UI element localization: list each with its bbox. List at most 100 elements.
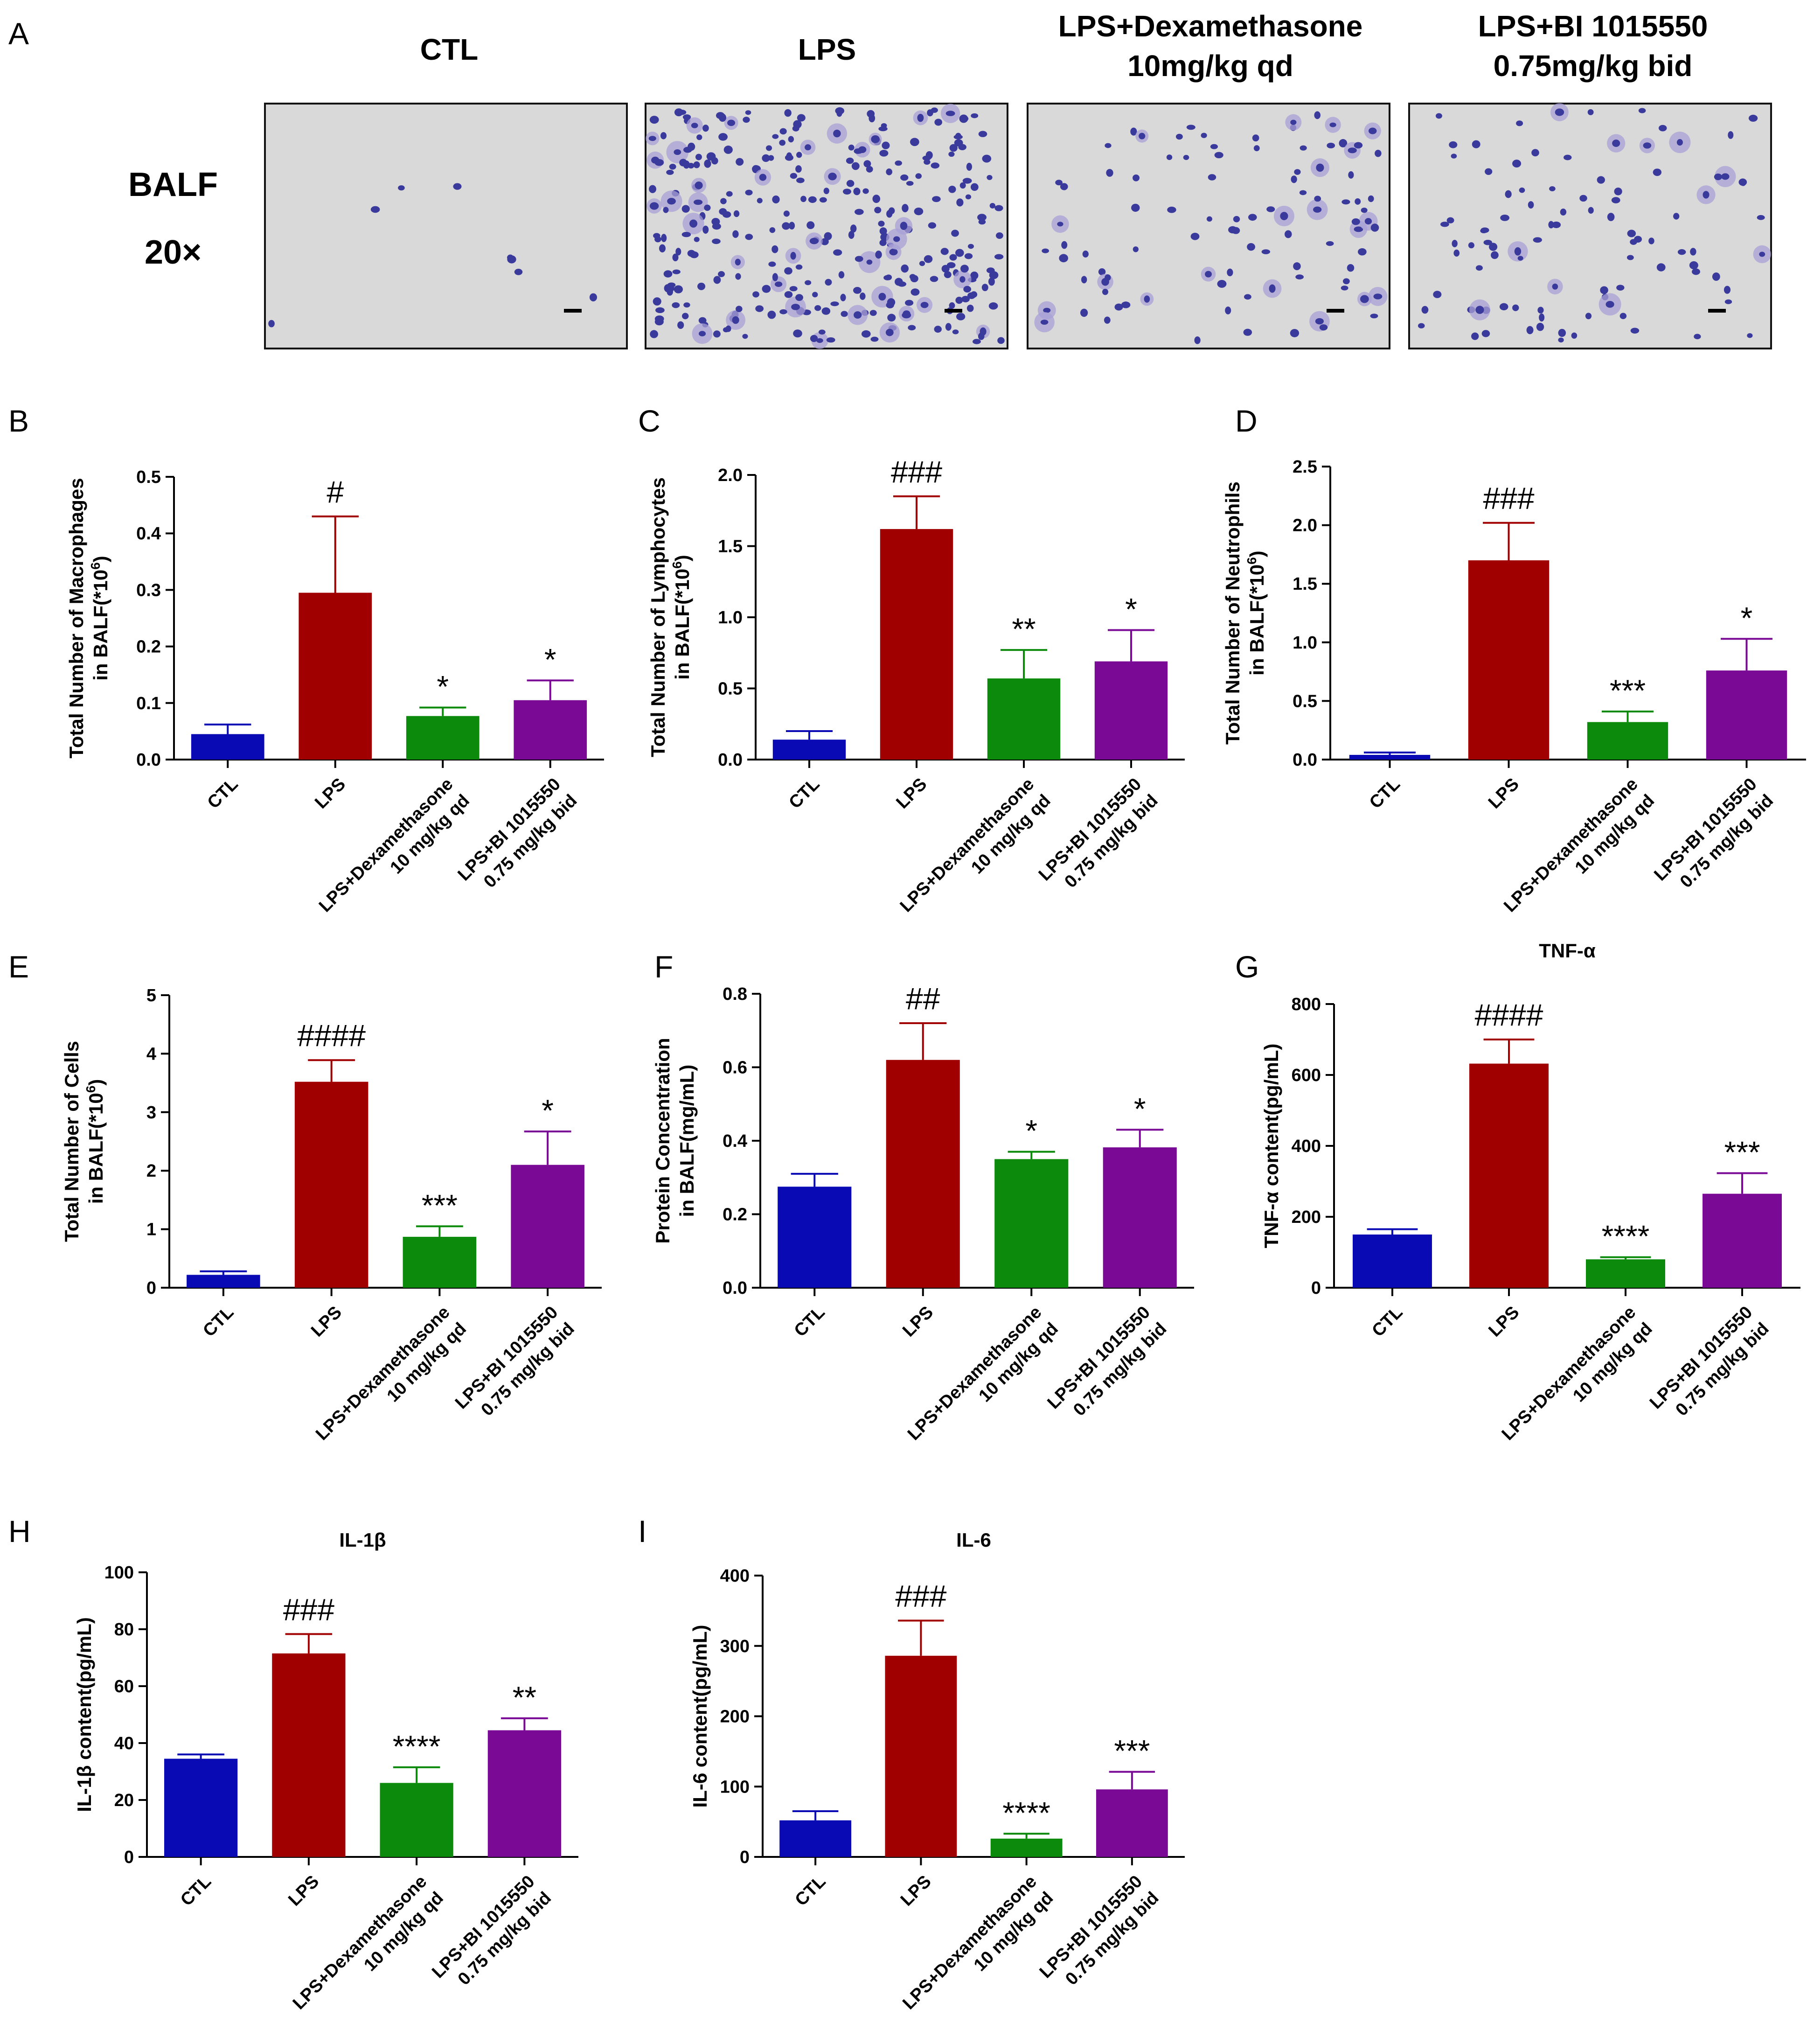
cell-nucleus (1104, 316, 1111, 324)
cell-nucleus (861, 330, 871, 338)
bar-0 (191, 734, 264, 760)
cell-nucleus (946, 262, 956, 268)
cell-nucleus (687, 250, 695, 257)
y-axis-label-line2: in BALF(*106) (1244, 551, 1268, 676)
cell-nucleus (702, 225, 709, 234)
cell-nucleus (1183, 154, 1189, 160)
cell-nucleus (769, 227, 776, 233)
cell-nucleus (846, 157, 854, 164)
y-axis-label-line1: Total Number of Neutrophils (1222, 481, 1244, 745)
category-label-1: LPS (1485, 774, 1523, 813)
cell-nucleus (1607, 213, 1615, 221)
scale-bar (564, 309, 582, 313)
cell-nucleus (994, 205, 1003, 211)
bar-3 (1103, 1147, 1177, 1288)
chart-D: D 0.0 0.5 1.0 1.5 2.0 2.5 Total Number of Neutr… (1222, 404, 1806, 916)
cell-nucleus (779, 128, 787, 135)
cell-nucleus (795, 165, 802, 173)
cell-nucleus (1533, 237, 1542, 243)
cell-nucleus (1597, 176, 1605, 184)
y-tick-label: 0.3 (136, 580, 161, 600)
cell-nucleus (885, 328, 894, 336)
cell-nucleus (796, 177, 805, 183)
cell-nucleus (1605, 301, 1614, 308)
cell-nucleus (855, 209, 864, 215)
bar-1 (1468, 560, 1550, 760)
cell-nucleus (767, 310, 776, 319)
cell-nucleus (987, 175, 993, 180)
cell-nucleus (732, 316, 739, 324)
cell-nucleus (920, 301, 929, 308)
cell-nucleus (1630, 328, 1640, 334)
cell-nucleus (1539, 313, 1545, 322)
cell-nucleus (1269, 284, 1276, 293)
cell-nucleus (1440, 222, 1449, 227)
cell-nucleus (702, 125, 709, 132)
cell-nucleus (659, 244, 666, 253)
cell-nucleus (771, 245, 778, 253)
cell-nucleus (1347, 264, 1355, 272)
y-tick-label: 3 (146, 1103, 156, 1123)
scale-bar (945, 309, 962, 313)
cell-nucleus (1491, 251, 1499, 259)
cell-nucleus (1528, 201, 1534, 209)
y-tick-label: 0.2 (723, 1205, 747, 1225)
cell-nucleus (878, 220, 885, 227)
cell-nucleus (901, 264, 909, 273)
cell-nucleus (1300, 145, 1307, 151)
cell-nucleus (970, 291, 978, 298)
cell-nucleus (660, 132, 667, 140)
cell-nucleus (941, 265, 950, 273)
cell-nucleus (833, 249, 842, 256)
bar-1 (880, 529, 953, 760)
cell-nucleus (1081, 276, 1087, 284)
cell-nucleus (784, 291, 793, 298)
y-axis-label: IL-6 content(pg/mL) (689, 1625, 711, 1808)
cell-nucleus (1551, 221, 1561, 228)
cell-nucleus (1724, 286, 1731, 294)
y-tick-label: 1.0 (718, 608, 743, 628)
cell-nucleus (932, 196, 941, 202)
cell-nucleus (805, 280, 812, 286)
category-label-text: LPS (307, 1303, 346, 1341)
cell-nucleus (1626, 255, 1634, 260)
cell-nucleus (1481, 330, 1490, 337)
cell-nucleus (1560, 209, 1567, 216)
cell-nucleus (821, 307, 831, 315)
cell-nucleus (1505, 190, 1512, 198)
cell-nucleus (955, 249, 964, 257)
cell-nucleus (1139, 133, 1146, 140)
cell-nucleus (1694, 334, 1701, 340)
panel-letter-I: I (638, 1514, 646, 1549)
cell-nucleus (848, 144, 855, 151)
cell-nucleus (1102, 288, 1109, 295)
cell-nucleus (908, 325, 916, 331)
cell-nucleus (649, 185, 656, 193)
bar-1 (299, 593, 372, 760)
cell-nucleus (1449, 141, 1458, 148)
cell-nucleus (1364, 218, 1372, 225)
cell-nucleus (1483, 240, 1492, 245)
cell-nucleus (1375, 150, 1382, 157)
cell-nucleus (706, 152, 716, 161)
panel-letter-A: A (8, 16, 29, 51)
y-tick-label: 0 (740, 1848, 750, 1867)
cell-nucleus (866, 259, 873, 265)
cell-nucleus (1206, 216, 1212, 222)
cell-nucleus (1133, 246, 1139, 252)
cell-nucleus (268, 320, 275, 328)
cell-nucleus (1293, 262, 1301, 271)
bar-charts: B 0.0 0.1 0.2 0.3 0.4 0.5 Total Number of Macro… (8, 404, 1806, 2013)
cell-nucleus (782, 222, 790, 230)
cell-nucleus (851, 162, 860, 170)
category-label-text: LPS (897, 1872, 935, 1910)
chart-F: F 0.0 0.2 0.4 0.6 0.8 Protein Concentration in … (652, 949, 1194, 1444)
cell-nucleus (1738, 178, 1747, 186)
cell-nucleus (693, 161, 700, 168)
cell-nucleus (812, 292, 818, 298)
cell-nucleus (966, 162, 973, 171)
